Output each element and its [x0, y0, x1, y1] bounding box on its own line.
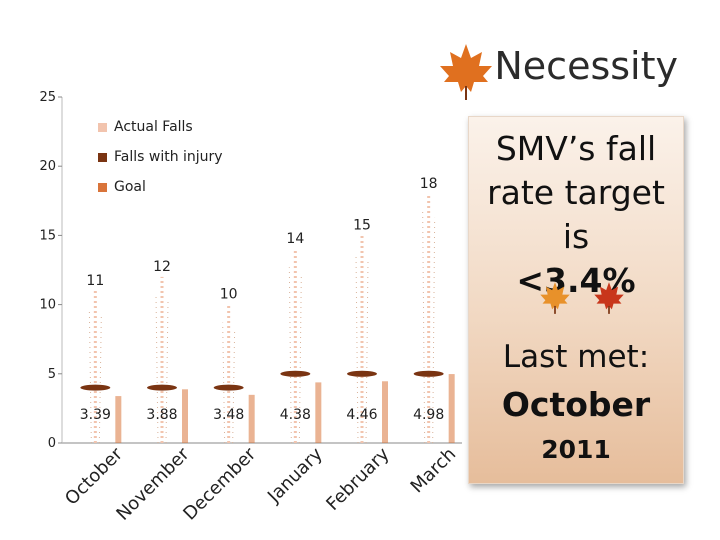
bar-actual-falls-blade: [98, 314, 102, 444]
slide-title: Necessity: [494, 44, 678, 88]
bar-actual-falls-blade: [222, 322, 226, 444]
legend-item-goal: Goal: [98, 172, 223, 202]
legend-label-injury: Falls with injury: [114, 149, 223, 165]
y-tick-label: 15: [39, 228, 56, 243]
legend-swatch-goal: [98, 182, 107, 192]
y-tick-label: 20: [39, 159, 56, 174]
data-label-actual: 11: [86, 273, 104, 289]
data-label-actual: 10: [220, 287, 238, 303]
bar-falls-with-injury: [347, 370, 377, 377]
data-label-goal: 3.39: [80, 407, 111, 423]
legend-label-actual: Actual Falls: [114, 119, 193, 135]
legend-swatch-actual: [98, 122, 107, 132]
last-met-year: 2011: [541, 435, 611, 464]
data-label-actual: 18: [420, 176, 438, 192]
bar-falls-with-injury: [80, 384, 111, 391]
bar-actual-falls-blade: [232, 328, 236, 444]
target-value: <3.4%: [516, 261, 636, 300]
legend-item-falls-with-injury: Falls with injury: [98, 142, 223, 172]
maple-leaf-right-icon: [594, 282, 624, 314]
x-tick-label: March: [407, 444, 461, 498]
x-tick-label: October: [61, 443, 127, 509]
target-line-2: rate target is: [487, 173, 665, 256]
y-tick-label: 0: [48, 436, 56, 451]
maple-leaf-icon: [440, 44, 492, 100]
bar-falls-with-injury: [147, 384, 177, 391]
bar-goal: [248, 394, 255, 443]
maple-leaf-left-icon: [540, 282, 570, 314]
last-met-month: October: [501, 385, 651, 424]
legend-label-goal: Goal: [114, 179, 146, 195]
bar-goal: [448, 374, 455, 443]
fall-rate-callout: SMV’s fall rate target is <3.4% Last met…: [468, 116, 684, 484]
bar-falls-with-injury: [280, 370, 311, 377]
data-label-actual: 14: [286, 231, 304, 247]
data-label-goal: 3.48: [213, 407, 244, 423]
y-tick-label: 25: [39, 90, 56, 105]
data-label-goal: 3.88: [146, 407, 177, 423]
bar-actual-falls-blade: [365, 259, 369, 444]
last-met-label: Last met:: [502, 339, 650, 375]
data-label-goal: 4.98: [413, 407, 444, 423]
bar-actual-falls-blade: [422, 211, 426, 444]
data-label-goal: 4.38: [280, 407, 311, 423]
bar-goal: [382, 381, 388, 443]
bar-goal: [315, 382, 322, 443]
x-tick-label: February: [322, 443, 393, 514]
legend-swatch-injury: [98, 152, 107, 162]
target-line-1: SMV’s fall: [495, 129, 657, 168]
y-tick-label: 5: [48, 367, 56, 382]
legend-item-actual-falls: Actual Falls: [98, 112, 223, 142]
bar-falls-with-injury: [213, 384, 244, 391]
bar-goal: [115, 396, 122, 443]
bar-falls-with-injury: [413, 370, 444, 377]
data-label-actual: 12: [153, 259, 171, 275]
data-label-goal: 4.46: [346, 407, 377, 423]
target-statement: SMV’s fall rate target is <3.4%: [469, 127, 683, 303]
legend: Actual Falls Falls with injury Goal: [98, 112, 223, 202]
x-tick-label: January: [263, 443, 327, 507]
data-label-actual: 15: [353, 217, 371, 233]
bar-goal: [182, 389, 188, 443]
y-tick-label: 10: [39, 298, 56, 313]
x-tick-label: December: [179, 443, 260, 524]
